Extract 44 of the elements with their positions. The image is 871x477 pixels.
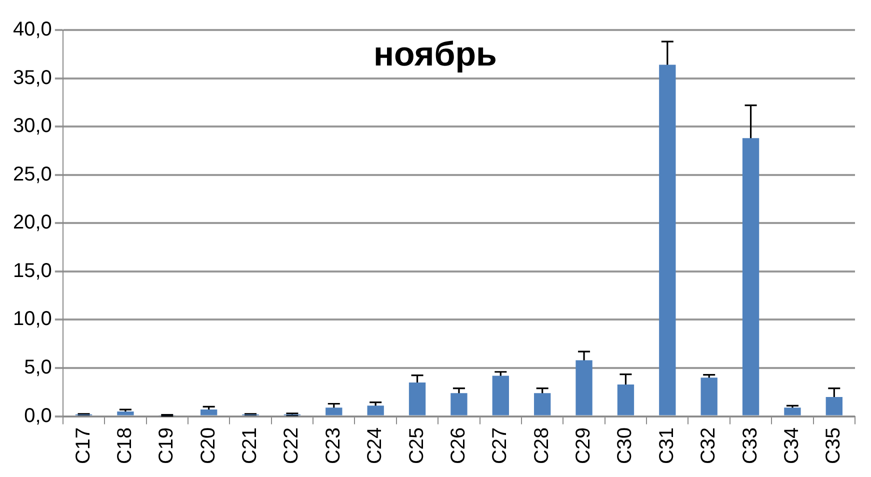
x-tick-label: C27 <box>489 427 512 464</box>
x-tick-label: C17 <box>72 427 94 464</box>
bar <box>826 396 842 416</box>
bar <box>450 393 468 416</box>
x-tick-label: C29 <box>572 427 595 464</box>
bar <box>742 138 760 416</box>
bar <box>576 360 592 416</box>
bar <box>408 382 426 416</box>
x-tick-label: C35 <box>822 427 845 464</box>
x-tick-label: C22 <box>280 427 303 464</box>
x-tick-label: C18 <box>114 427 136 464</box>
bar <box>200 410 218 416</box>
y-tick-label: 0,0 <box>24 404 52 427</box>
bar <box>367 406 384 416</box>
x-tick-label: C19 <box>156 427 178 464</box>
chart-title: ноябрь <box>374 35 497 74</box>
x-tick-label: C32 <box>698 427 720 464</box>
bar <box>117 411 134 416</box>
x-tick-label: C31 <box>656 427 678 464</box>
y-tick-label: 5,0 <box>24 356 52 379</box>
y-tick-label: 30,0 <box>12 115 52 138</box>
x-tick-label: C25 <box>406 427 428 464</box>
y-tick-label: 40,0 <box>12 18 52 41</box>
x-tick-label: C21 <box>239 427 262 464</box>
x-tick-label: C33 <box>739 427 762 464</box>
bar <box>700 378 718 416</box>
y-tick-label: 10,0 <box>12 308 52 330</box>
x-tick-label: C28 <box>530 427 553 464</box>
x-tick-label: C23 <box>322 427 344 464</box>
bar <box>784 408 801 416</box>
bar <box>617 384 634 416</box>
bar <box>534 393 551 416</box>
y-tick-label: 35,0 <box>12 66 52 89</box>
x-tick-label: C24 <box>364 427 386 464</box>
x-tick-label: C34 <box>780 427 803 464</box>
y-tick-label: 25,0 <box>12 163 52 186</box>
y-tick-label: 20,0 <box>12 212 52 234</box>
bar <box>659 64 676 416</box>
x-tick-label: C20 <box>197 427 220 464</box>
bar <box>326 408 342 416</box>
x-tick-label: C26 <box>447 427 470 464</box>
bar <box>492 376 509 416</box>
x-tick-label: C30 <box>614 427 636 464</box>
y-tick-label: 15,0 <box>12 260 52 282</box>
